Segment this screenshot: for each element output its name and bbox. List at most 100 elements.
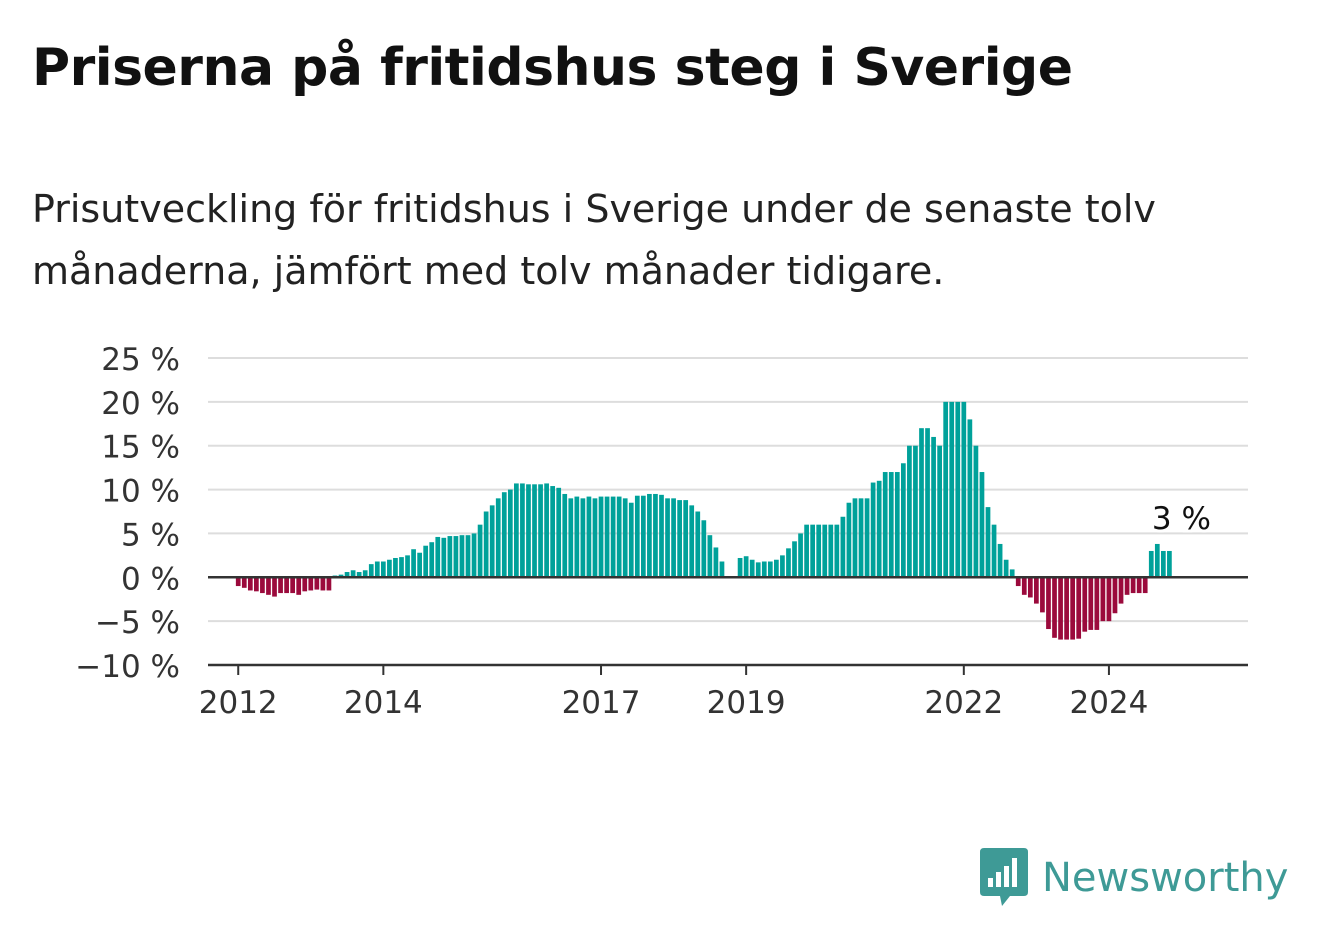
bar bbox=[1034, 577, 1039, 604]
bar bbox=[580, 498, 586, 578]
newsworthy-logo-icon bbox=[980, 848, 1028, 906]
bar bbox=[695, 511, 701, 578]
bar bbox=[907, 445, 912, 578]
y-tick-label: 10 % bbox=[101, 474, 180, 510]
bar bbox=[1088, 577, 1094, 630]
y-tick-label: 5 % bbox=[121, 517, 180, 553]
bar bbox=[858, 498, 864, 578]
bar bbox=[840, 516, 846, 578]
bar bbox=[393, 557, 398, 578]
bar bbox=[743, 556, 749, 578]
bar bbox=[429, 542, 435, 578]
y-tick-label: 15 % bbox=[101, 430, 180, 466]
bar bbox=[949, 401, 955, 578]
bar bbox=[665, 498, 670, 578]
bar bbox=[683, 500, 689, 578]
bar bbox=[864, 498, 870, 578]
bar bbox=[520, 483, 525, 578]
bar bbox=[640, 495, 646, 578]
bar bbox=[767, 561, 773, 578]
y-tick-label: −5 % bbox=[95, 605, 180, 641]
chart-title: Priserna på fritidshus steg i Sverige bbox=[32, 38, 1073, 98]
bar bbox=[876, 480, 882, 578]
bar bbox=[761, 561, 767, 578]
bar bbox=[247, 577, 253, 591]
bar bbox=[671, 498, 676, 578]
bar bbox=[1160, 550, 1166, 578]
bar bbox=[350, 570, 356, 578]
bar bbox=[284, 577, 289, 594]
y-tick-label: 20 % bbox=[101, 386, 180, 422]
bar bbox=[888, 472, 894, 578]
bar bbox=[622, 498, 628, 578]
bar bbox=[1106, 577, 1112, 622]
bar bbox=[308, 577, 314, 591]
bar bbox=[338, 574, 344, 578]
bar bbox=[1003, 559, 1009, 578]
bar bbox=[985, 507, 991, 578]
bar bbox=[235, 577, 241, 587]
y-tick-labels: 25 % 20 % 15 % 10 % 5 % 0 % −5 % −10 % bbox=[75, 342, 180, 685]
bar bbox=[405, 555, 410, 578]
bar bbox=[822, 524, 828, 578]
x-tick-labels: 2012 2014 2017 2019 2022 2024 bbox=[199, 685, 1149, 721]
bar bbox=[532, 484, 537, 578]
bar bbox=[1046, 577, 1051, 630]
bar bbox=[1136, 577, 1142, 594]
bar bbox=[991, 524, 997, 578]
bar bbox=[1118, 577, 1124, 604]
bar bbox=[786, 548, 791, 578]
bar bbox=[894, 472, 900, 578]
bar bbox=[677, 500, 682, 578]
price-change-bar-chart: 25 % 20 % 15 % 10 % 5 % 0 % −5 % −10 % 2012 2014… bbox=[75, 342, 1248, 721]
bar bbox=[689, 505, 695, 578]
bar bbox=[1076, 577, 1082, 639]
bar bbox=[314, 577, 320, 590]
bar bbox=[266, 577, 271, 595]
bar bbox=[804, 524, 809, 578]
bar bbox=[755, 562, 761, 578]
bar bbox=[1015, 577, 1021, 587]
bar bbox=[997, 543, 1003, 578]
bar bbox=[1021, 577, 1027, 595]
bar bbox=[423, 545, 429, 578]
bar bbox=[798, 533, 803, 578]
bar bbox=[882, 472, 888, 578]
bar bbox=[320, 577, 326, 591]
bar bbox=[616, 496, 622, 578]
bar bbox=[447, 536, 453, 578]
grid-lines bbox=[208, 357, 1248, 623]
bar bbox=[1112, 577, 1118, 614]
bar bbox=[634, 495, 640, 578]
bar bbox=[568, 498, 574, 578]
bar bbox=[737, 557, 743, 578]
bar bbox=[411, 549, 416, 578]
bars bbox=[235, 401, 1172, 640]
bar bbox=[562, 493, 568, 578]
bar bbox=[816, 524, 822, 578]
bar bbox=[526, 484, 531, 578]
bar bbox=[852, 498, 858, 578]
x-tick-label: 2012 bbox=[199, 685, 278, 721]
bar bbox=[471, 533, 477, 578]
newsworthy-logo: Newsworthy bbox=[980, 848, 1288, 908]
bar bbox=[556, 487, 562, 578]
bar bbox=[483, 511, 489, 578]
chart-subtitle: Prisutveckling för fritidshus i Sverige … bbox=[32, 187, 1156, 293]
y-tick-label: 25 % bbox=[101, 342, 180, 378]
x-tick-label: 2019 bbox=[707, 685, 786, 721]
bar bbox=[913, 445, 918, 578]
bar bbox=[417, 552, 422, 578]
bar bbox=[659, 494, 664, 578]
bar bbox=[362, 570, 368, 578]
bar bbox=[931, 436, 936, 578]
bar bbox=[380, 561, 386, 578]
bar bbox=[1027, 577, 1033, 598]
bar bbox=[628, 502, 634, 578]
bar bbox=[647, 493, 652, 578]
bar bbox=[598, 496, 604, 578]
bar bbox=[260, 577, 265, 594]
bar bbox=[870, 482, 876, 578]
bar bbox=[296, 577, 302, 595]
bar bbox=[707, 535, 713, 578]
